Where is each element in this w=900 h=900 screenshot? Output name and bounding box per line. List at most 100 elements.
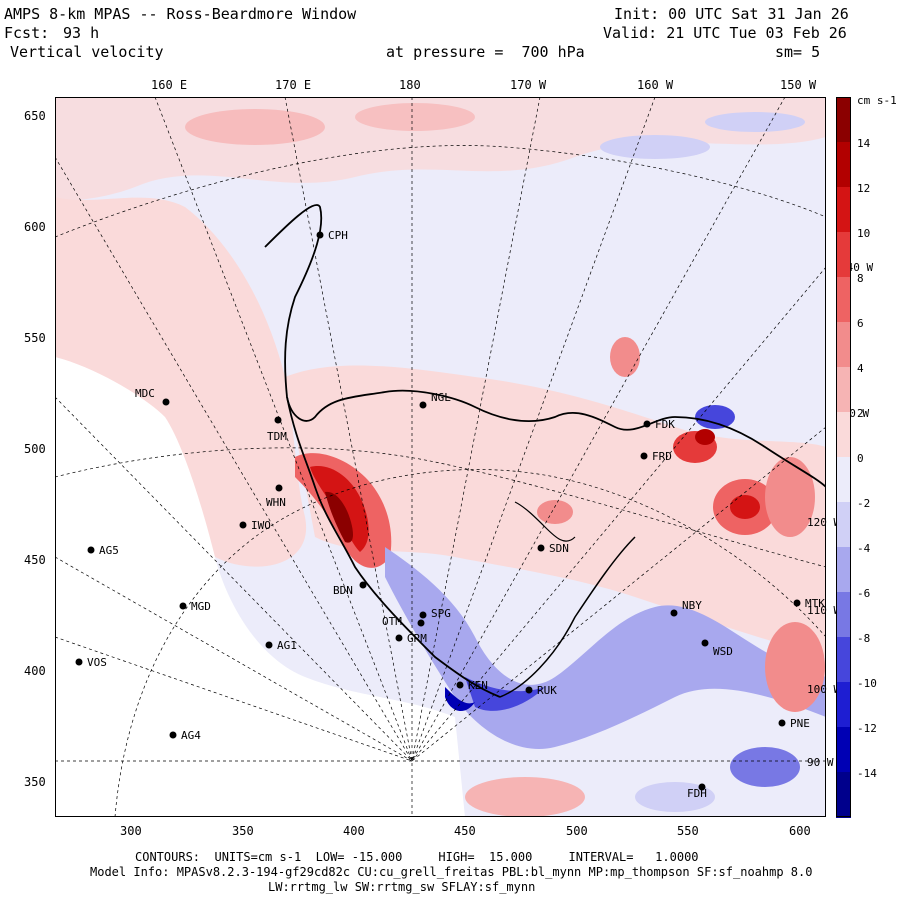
station-label: MDC [135,387,155,400]
colorbar-label: 0 [857,452,864,465]
colorbar-segment [836,592,851,638]
valid-time: Valid: 21 UTC Tue 03 Feb 26 [603,24,847,42]
colorbar-label: -8 [857,632,871,645]
station-label: PNE [790,717,810,730]
station-marker[interactable] [419,401,427,409]
station-marker[interactable] [643,420,651,428]
station-label: NGL [431,391,451,404]
colorbar-units: cm s-1 [857,94,897,107]
model-info-physics: LW:rrtmg_lw SW:rrtmg_sw SFLAY:sf_mynn [268,880,536,894]
lon-label: 160 E [151,78,188,92]
station-marker[interactable] [275,484,283,492]
station-label: SPG [431,607,451,620]
station-label: WHN [266,496,286,509]
station-label: BDN [333,584,353,597]
x-tick: 600 [789,824,811,838]
station-label: GRM [407,632,427,645]
colorbar-segment [836,277,851,323]
y-tick: 500 [24,442,46,456]
colorbar-segment [836,772,851,818]
colorbar-segment [836,142,851,188]
station-marker[interactable] [419,611,427,619]
station-label: OTM [382,615,402,628]
lon-label: 170 W [510,78,547,92]
x-tick: 450 [454,824,476,838]
y-tick: 550 [24,331,46,345]
station-marker[interactable] [265,641,273,649]
station-marker[interactable] [670,609,678,617]
station-marker[interactable] [456,681,464,689]
station-marker[interactable] [698,783,706,791]
vertical-velocity-map[interactable]: CPH MDC NGL TDM WHN IWO AG5 BDN MGD OTM … [55,97,826,817]
station-label: MGD [191,600,211,613]
station-marker[interactable] [162,398,170,406]
station-marker[interactable] [640,452,648,460]
colorbar-segment [836,682,851,728]
station-marker[interactable] [179,602,187,610]
station-label: FDH [687,787,707,800]
colorbar-segment [836,637,851,683]
station-marker[interactable] [169,731,177,739]
forecast-label: Fcst: [4,24,50,42]
x-tick: 500 [566,824,588,838]
y-tick: 600 [24,220,46,234]
lon-label: 180 [399,78,421,92]
colorbar-label: 8 [857,272,864,285]
colorbar [836,97,851,818]
x-tick: 350 [232,824,254,838]
forecast-hour: 93 h [63,24,100,42]
colorbar-label: -10 [857,677,877,690]
colorbar-segment [836,502,851,548]
lon-label: 160 W [637,78,674,92]
station-marker[interactable] [793,599,801,607]
station-marker[interactable] [316,231,324,239]
station-marker[interactable] [525,686,533,694]
colorbar-label: -2 [857,497,871,510]
station-label: AG1 [277,639,297,652]
station-marker[interactable] [417,619,425,627]
colorbar-label: 4 [857,362,864,375]
station-marker[interactable] [75,658,83,666]
station-label: IWO [251,519,271,532]
colorbar-border [836,97,851,817]
station-marker[interactable] [274,416,282,424]
station-label: RUK [537,684,557,697]
colorbar-label: -12 [857,722,877,735]
colorbar-segment [836,187,851,233]
station-label: MTK [805,597,825,610]
station-marker[interactable] [701,639,709,647]
lon-label: 90 W [807,756,834,769]
station-marker[interactable] [778,719,786,727]
colorbar-label: 2 [857,407,864,420]
chart-title: AMPS 8-km MPAS -- Ross-Beardmore Window [4,5,357,23]
colorbar-label: -6 [857,587,871,600]
colorbar-segment [836,322,851,368]
colorbar-segment [836,412,851,458]
colorbar-label: 14 [857,137,871,150]
smoothing: sm= 5 [775,43,821,61]
x-tick: 400 [343,824,365,838]
lon-label: 170 E [275,78,312,92]
station-label: TDM [267,430,287,443]
colorbar-label: 6 [857,317,864,330]
station-label: FDK [655,418,675,431]
station-marker[interactable] [87,546,95,554]
init-time: Init: 00 UTC Sat 31 Jan 26 [614,5,849,23]
station-marker[interactable] [537,544,545,552]
station-marker[interactable] [395,634,403,642]
y-tick: 350 [24,775,46,789]
colorbar-segment [836,232,851,278]
colorbar-label: 10 [857,227,871,240]
y-tick: 450 [24,553,46,567]
colorbar-segment [836,727,851,773]
station-marker[interactable] [359,581,367,589]
colorbar-segment [836,97,851,143]
station-label: VOS [87,656,107,669]
colorbar-segment [836,457,851,503]
contour-info: CONTOURS: UNITS=cm s-1 LOW= -15.000 HIGH… [135,850,699,864]
station-label: WSD [713,645,733,658]
station-marker[interactable] [239,521,247,529]
station-label: CPH [328,229,348,242]
station-label: NBY [682,599,702,612]
station-label: AG4 [181,729,201,742]
